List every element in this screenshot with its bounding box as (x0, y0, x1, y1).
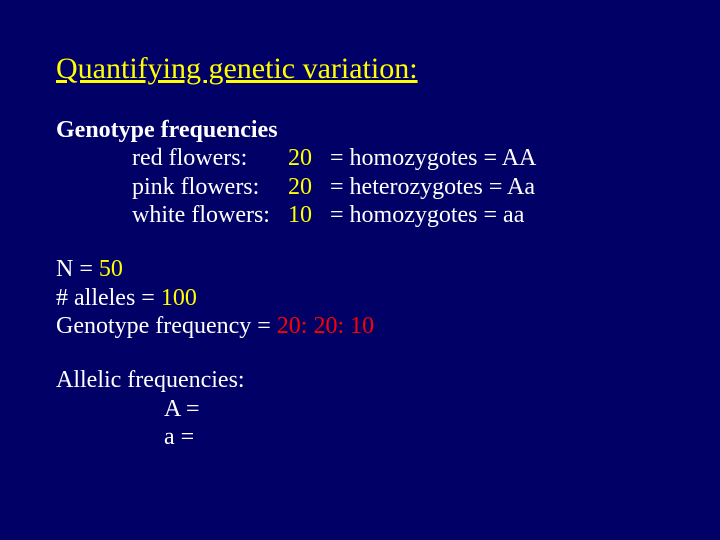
allele-A-line: A = (56, 395, 664, 423)
flower-list: red flowers: 20 = homozygotes = AA pink … (56, 144, 664, 229)
allele-a-line: a = (56, 423, 664, 451)
allelic-block: Allelic frequencies: A = a = (56, 366, 664, 451)
alleles-value: 100 (161, 285, 197, 311)
n-value: 50 (99, 256, 123, 282)
slide-body: Genotype frequencies red flowers: 20 = h… (56, 116, 664, 451)
alleles-line: # alleles = 100 (56, 284, 664, 312)
slide-title: Quantifying genetic variation: (56, 52, 664, 86)
flower-desc: = homozygotes = AA (330, 144, 536, 172)
flower-label: red flowers: (132, 144, 282, 172)
n-line: N = 50 (56, 255, 664, 283)
slide: Quantifying genetic variation: Genotype … (0, 0, 720, 540)
flower-label: pink flowers: (132, 173, 282, 201)
flower-count: 10 (288, 201, 324, 229)
allelic-heading: Allelic frequencies: (56, 366, 664, 394)
flower-row: pink flowers: 20 = heterozygotes = Aa (132, 173, 664, 201)
genotype-block: Genotype frequencies red flowers: 20 = h… (56, 116, 664, 229)
flower-row: white flowers: 10 = homozygotes = aa (132, 201, 664, 229)
alleles-label: # alleles = (56, 285, 161, 311)
gf-value: 20: 20: 10 (277, 313, 374, 339)
stats-block: N = 50 # alleles = 100 Genotype frequenc… (56, 255, 664, 340)
flower-desc: = homozygotes = aa (330, 201, 524, 229)
n-label: N = (56, 256, 99, 282)
gf-label: Genotype frequency = (56, 313, 277, 339)
genotype-heading: Genotype frequencies (56, 116, 664, 144)
flower-label: white flowers: (132, 201, 282, 229)
flower-count: 20 (288, 144, 324, 172)
gf-line: Genotype frequency = 20: 20: 10 (56, 312, 664, 340)
flower-row: red flowers: 20 = homozygotes = AA (132, 144, 664, 172)
flower-desc: = heterozygotes = Aa (330, 173, 535, 201)
flower-count: 20 (288, 173, 324, 201)
